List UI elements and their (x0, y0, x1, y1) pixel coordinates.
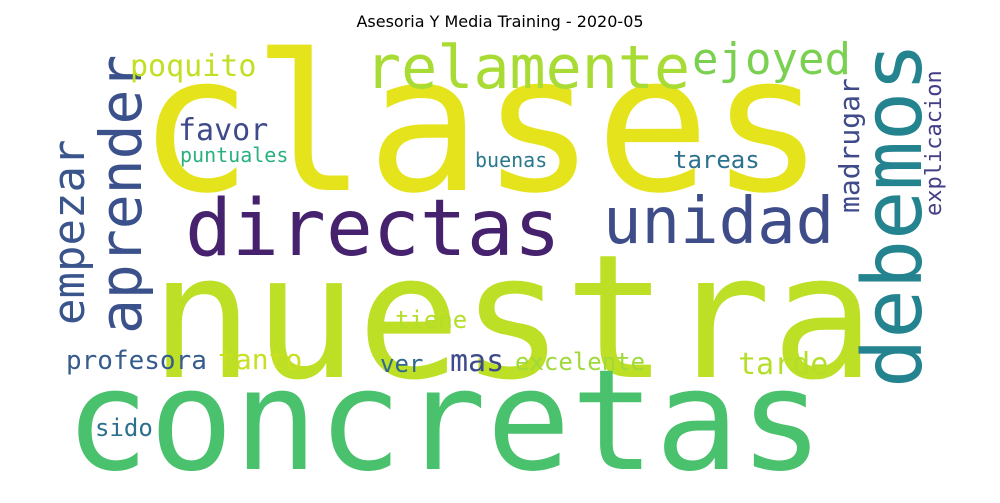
word-favor: favor (178, 113, 269, 148)
word-relamente: relamente (365, 33, 691, 103)
word-directas: directas (185, 184, 561, 274)
chart-title: Asesoria Y Media Training - 2020-05 (356, 12, 644, 31)
word-excelente: excelente (515, 348, 646, 376)
word-concretas: concretas (65, 340, 824, 503)
word-ver: ver (380, 350, 424, 378)
word-explicacion: explicacion (922, 70, 947, 216)
word-empezar: empezar (44, 139, 95, 325)
word-aprender: aprender (87, 54, 155, 334)
word-poquito: poquito (130, 49, 257, 84)
word-buenas: buenas (475, 148, 548, 172)
word-tareas: tareas (673, 146, 760, 174)
word-sido: sido (95, 414, 153, 442)
word-mas: mas (450, 344, 505, 379)
word-madrugar: madrugar (833, 78, 866, 213)
word-tanto: tanto (218, 343, 303, 376)
word-nuestra: nuestra (150, 217, 875, 418)
word-tarde: tarde (738, 347, 829, 382)
word-ejoyed: ejoyed (692, 34, 851, 85)
word-unidad: unidad (603, 185, 835, 259)
word-tiene: tiene (395, 306, 468, 334)
word-clases: clases (138, 14, 825, 235)
word-profesora: profesora (66, 346, 207, 376)
word-puntuales: puntuales (180, 143, 289, 167)
